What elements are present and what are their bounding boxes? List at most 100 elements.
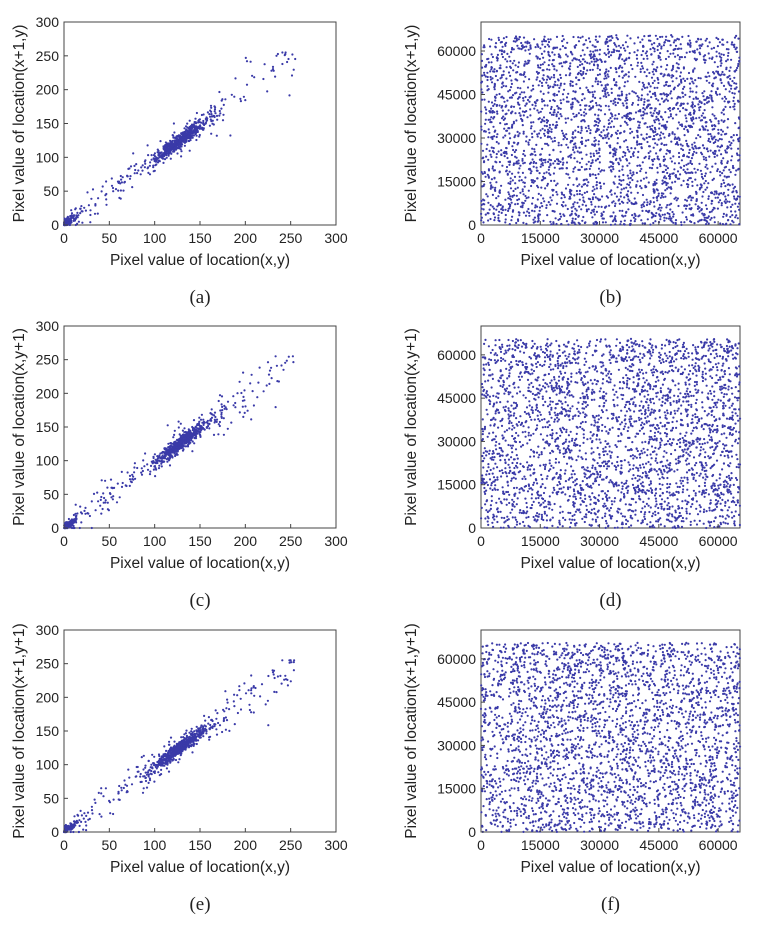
scatter-point (653, 119, 656, 122)
scatter-point (705, 207, 709, 210)
scatter-point (226, 427, 229, 430)
scatter-point (622, 104, 625, 107)
scatter-point (574, 129, 577, 132)
scatter-point (527, 196, 530, 199)
scatter-point (719, 222, 722, 225)
scatter-point (101, 185, 104, 188)
scatter-point (481, 149, 485, 152)
scatter-point (587, 124, 590, 128)
scatter-point (716, 154, 719, 157)
scatter-point (642, 137, 645, 140)
scatter-point (524, 176, 527, 179)
scatter-point (656, 199, 659, 202)
scatter-point (716, 65, 719, 68)
x-tick-label: 150 (188, 533, 212, 549)
scatter-point (659, 52, 662, 55)
scatter-point (482, 221, 485, 224)
scatter-point (194, 127, 197, 130)
scatter-point (222, 113, 225, 116)
scatter-point (708, 41, 711, 44)
scatter-point (569, 72, 572, 75)
scatter-point (680, 102, 683, 105)
scatter-point (700, 209, 703, 212)
scatter-point (68, 524, 71, 527)
scatter-point (694, 96, 698, 99)
scatter-point (703, 90, 706, 93)
scatter-point (728, 84, 731, 87)
scatter-point (616, 142, 619, 145)
scatter-point (574, 166, 577, 169)
scatter-point (642, 57, 645, 61)
scatter-point (626, 201, 629, 204)
scatter-point (626, 123, 629, 126)
scatter-point (526, 42, 529, 45)
scatter-point (170, 152, 173, 155)
scatter-point (545, 81, 548, 84)
scatter-point (692, 122, 695, 125)
scatter-point (547, 38, 550, 41)
scatter-point (730, 136, 733, 139)
scatter-point (516, 79, 519, 82)
scatter-point (716, 145, 719, 148)
scatter-point (665, 98, 668, 101)
scatter-point (657, 113, 660, 116)
scatter-point (730, 147, 733, 150)
scatter-point (569, 84, 572, 87)
scatter-point (568, 154, 571, 157)
scatter-point (685, 218, 689, 221)
scatter-point (640, 94, 644, 97)
scatter-point (646, 105, 649, 108)
scatter-point (663, 99, 666, 102)
scatter-point (553, 160, 557, 163)
scatter-point (571, 101, 574, 104)
scatter-point (523, 161, 526, 164)
scatter-point (625, 194, 628, 197)
scatter-point (597, 205, 600, 208)
scatter-point (690, 157, 694, 160)
scatter-point (517, 65, 520, 68)
scatter-point (522, 181, 525, 184)
scatter-point (196, 427, 199, 430)
scatter-point (533, 180, 536, 183)
scatter-point (534, 46, 537, 49)
scatter-point (140, 471, 143, 474)
scatter-point (522, 153, 525, 156)
scatter-point (610, 91, 613, 94)
scatter-point (615, 45, 618, 48)
panel-d: 0 15000 30000 45000 600000150003000045000600… (403, 325, 742, 611)
scatter-point (546, 43, 549, 46)
scatter-point (673, 162, 677, 165)
scatter-point (568, 197, 571, 200)
scatter-point (232, 395, 235, 398)
scatter-point (209, 104, 213, 107)
scatter-point (542, 219, 545, 222)
scatter-point (509, 86, 513, 89)
scatter-point (680, 184, 683, 187)
scatter-point (171, 145, 174, 148)
scatter-point (571, 217, 574, 220)
scatter-point (694, 402, 698, 405)
scatter-point (643, 112, 646, 115)
scatter-point (200, 113, 203, 117)
scatter-point (183, 127, 186, 130)
scatter-point (553, 46, 557, 49)
scatter-point (680, 221, 683, 224)
scatter-point (510, 51, 513, 54)
scatter-point (704, 121, 707, 124)
scatter-point (542, 175, 545, 178)
scatter-point (663, 41, 666, 44)
scatter-point (520, 91, 523, 94)
scatter-point (210, 412, 213, 415)
scatter-point (604, 221, 607, 224)
scatter-point (641, 193, 645, 197)
scatter-point (692, 97, 695, 100)
scatter-point (627, 208, 630, 211)
scatter-point (568, 74, 571, 77)
scatter-point (697, 76, 700, 80)
scatter-point (597, 80, 600, 83)
scatter-point (495, 70, 498, 73)
scatter-point (654, 183, 657, 186)
scatter-point (576, 160, 579, 163)
scatter-point (158, 454, 161, 457)
scatter-point (532, 165, 535, 168)
